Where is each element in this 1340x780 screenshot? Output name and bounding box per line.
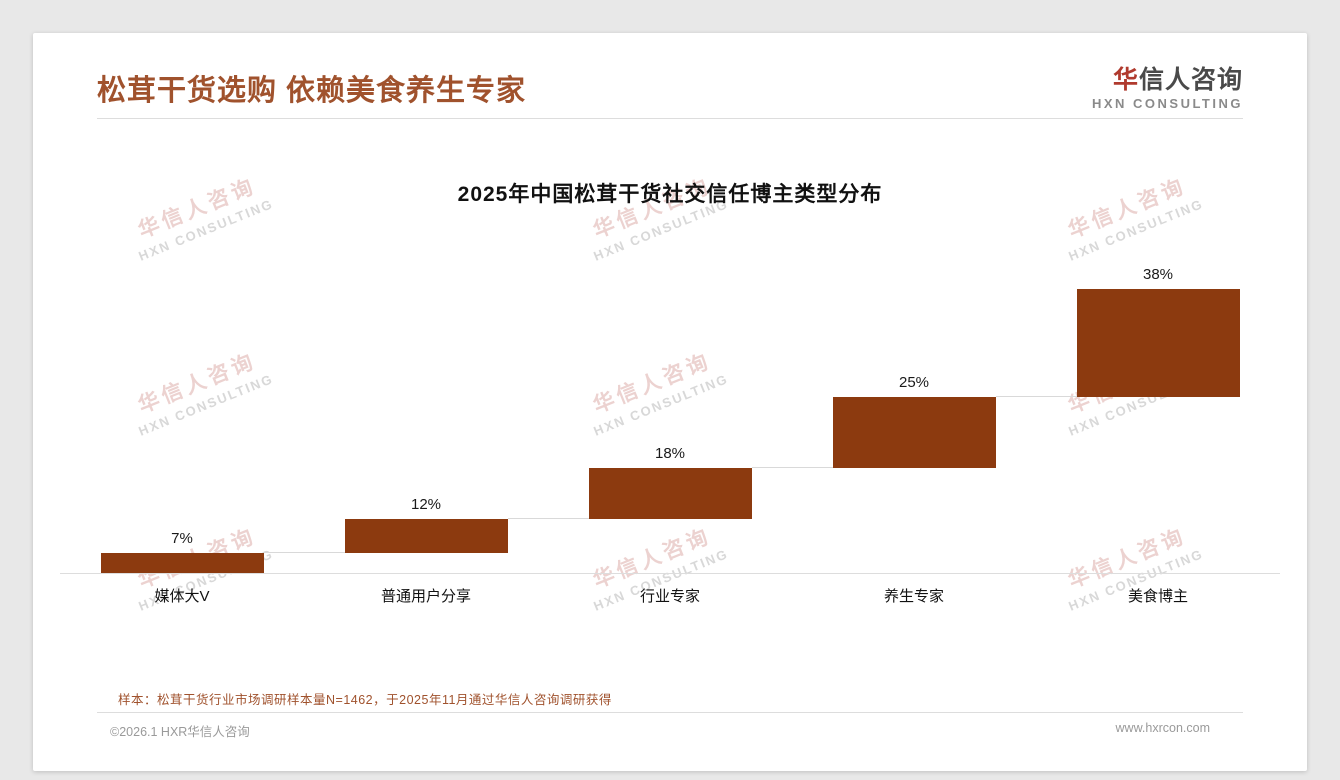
card-content: 松茸干货选购 依赖美食养生专家 华信人咨询 HXN CONSULTING 202… [33,33,1307,771]
connector-line [751,466,833,468]
bar-value-label: 12% [410,496,442,514]
brand-name-accent: 华 [1112,66,1139,94]
chart-bar [588,467,752,520]
x-axis-label: 养生专家 [883,588,944,605]
bar-value-label: 7% [171,530,193,548]
brand-name: 华信人咨询 [1092,66,1243,95]
source-note: 样本：松茸干货行业市场调研样本量N=1462，于2025年11月通过华信人咨询调… [118,693,612,707]
x-axis-label: 媒体大V [154,588,210,605]
footer: ©2026.1 HXR华信人咨询 www.hxrcon.com [110,721,1210,740]
report-card: 华信人咨询 HXN CONSULTING 华信人咨询 HXN CONSULTING 华信… [33,33,1307,771]
connector-line [507,518,589,520]
brand-logo: 华信人咨询 HXN CONSULTING [1091,66,1243,111]
x-axis-line [60,573,1280,574]
website-url: www.hxrcon.com [1115,721,1210,735]
plot-area: 7% 媒体大V 12% 普通用户分享 18% 行业专家 25% 养生专家 38% 美食博主 [60,266,1280,605]
chart-bar [832,396,996,468]
copyright-text: ©2026.1 HXR华信人咨询 [110,725,250,739]
x-axis-label: 普通用户分享 [380,588,471,605]
page-title: 松茸干货选购 依赖美食养生专家 [97,75,527,107]
chart-title: 2025年中国松茸干货社交信任博主类型分布 [457,183,883,206]
x-axis-label: 美食博主 [1127,588,1188,605]
connector-line [263,552,345,554]
header-divider [97,118,1243,119]
header: 松茸干货选购 依赖美食养生专家 华信人咨询 HXN CONSULTING [97,66,1243,111]
brand-subtitle: HXN CONSULTING [1091,95,1243,111]
chart-bar [1076,289,1240,397]
connector-line [995,395,1077,397]
x-axis-label: 行业专家 [639,588,700,605]
chart-bar [344,519,508,554]
bar-value-label: 18% [654,444,686,462]
bar-value-label: 25% [898,373,930,391]
brand-name-rest: 信人咨询 [1138,66,1243,94]
bar-value-label: 38% [1142,266,1174,283]
footer-divider [97,712,1243,713]
chart-bar [100,553,264,573]
